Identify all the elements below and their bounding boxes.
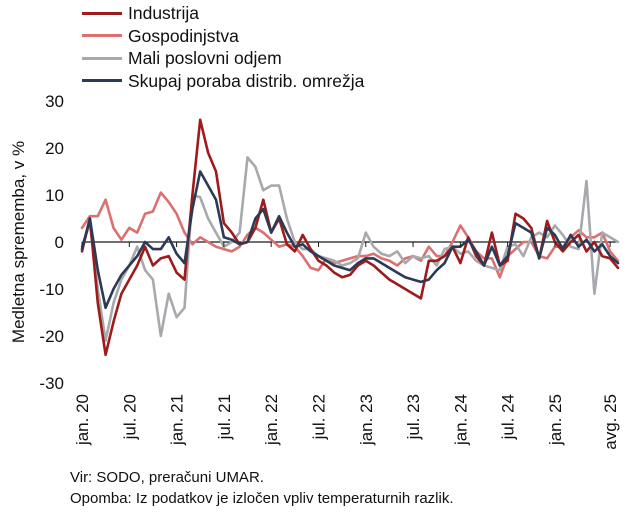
y-tick-label: 10 xyxy=(45,186,64,205)
y-axis-label: Medletna sprememba, v % xyxy=(9,141,28,343)
y-axis-ticks: -30 -20 -10 0 10 20 30 xyxy=(39,92,64,393)
series-lines xyxy=(80,118,620,357)
line-chart: -30 -20 -10 0 10 20 30 jan. 20 jul. 20 jan. 21 ju… xyxy=(9,92,620,450)
legend-label: Gospodinjstva xyxy=(128,25,239,46)
legend-label: Industrija xyxy=(128,3,200,24)
x-tick-label: jan. 23 xyxy=(357,394,376,446)
legend-swatch xyxy=(82,79,122,83)
legend-swatch xyxy=(82,56,122,60)
x-axis-ticks: jan. 20 jul. 20 jan. 21 jul. 21 jan. 22 jul. … xyxy=(73,242,620,450)
y-tick-label: 30 xyxy=(45,92,64,111)
source-note: Vir: SODO, preračuni UMAR. xyxy=(70,469,264,486)
x-tick-label: jan. 20 xyxy=(73,394,92,446)
y-tick-label: -30 xyxy=(39,374,64,393)
x-tick-label: jul. 22 xyxy=(309,394,328,440)
x-tick-label: jan. 22 xyxy=(262,394,281,446)
y-tick-label: 20 xyxy=(45,139,64,158)
y-tick-label: 0 xyxy=(55,233,64,252)
legend-item: Mali poslovni odjem xyxy=(82,47,364,70)
legend-label: Mali poslovni odjem xyxy=(128,48,282,69)
legend-item: Industrija xyxy=(82,2,364,25)
legend-swatch xyxy=(82,34,122,38)
x-tick-label: jul. 20 xyxy=(120,394,139,440)
x-tick-label: jan. 25 xyxy=(546,394,565,446)
remark-note: Opomba: Iz podatkov je izločen vpliv tem… xyxy=(70,490,454,507)
series-line-0 xyxy=(80,118,620,357)
chart-notes: Vir: SODO, preračuni UMAR. Opomba: Iz po… xyxy=(70,467,454,509)
y-tick-label: -10 xyxy=(39,280,64,299)
x-tick-label: jan. 21 xyxy=(168,394,187,446)
x-tick-label: jan. 24 xyxy=(451,394,470,446)
legend-item: Gospodinjstva xyxy=(82,25,364,48)
x-tick-label: avg. 25 xyxy=(601,394,620,450)
series-line-2 xyxy=(80,156,620,343)
chart-legend: Industrija Gospodinjstva Mali poslovni odj… xyxy=(82,2,364,92)
x-tick-label: jul. 23 xyxy=(404,394,423,440)
legend-label: Skupaj poraba distrib. omrežja xyxy=(128,70,365,91)
x-tick-label: jul. 24 xyxy=(499,394,518,440)
legend-swatch xyxy=(82,11,122,15)
y-tick-label: -20 xyxy=(39,327,64,346)
series-line-3 xyxy=(80,170,620,310)
legend-item: Skupaj poraba distrib. omrežja xyxy=(82,70,364,93)
x-tick-label: jul. 21 xyxy=(215,394,234,440)
